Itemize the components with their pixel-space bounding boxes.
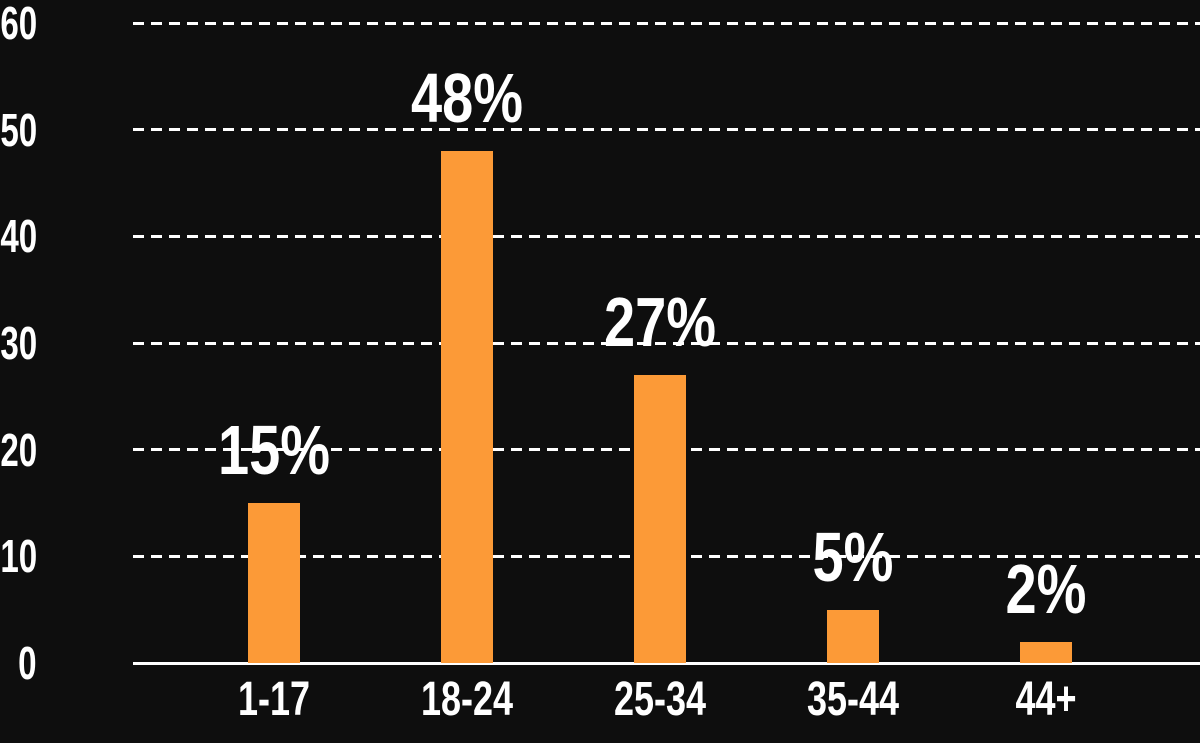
bar-value-label: 27% bbox=[603, 283, 717, 361]
x-tick-label: 1-17 bbox=[237, 673, 311, 726]
bar bbox=[1020, 641, 1072, 663]
bar bbox=[634, 375, 686, 663]
x-axis-line bbox=[133, 661, 1200, 665]
y-tick-label: 60 bbox=[0, 0, 37, 49]
y-tick-label: 0 bbox=[18, 637, 37, 689]
bar-value-label: 5% bbox=[812, 517, 894, 596]
gridline bbox=[133, 128, 1200, 132]
gridline bbox=[133, 21, 1200, 25]
bar-value-label: 15% bbox=[217, 411, 331, 489]
bar bbox=[248, 503, 300, 663]
x-tick-label: 25-34 bbox=[613, 673, 707, 726]
gridline bbox=[133, 341, 1200, 345]
x-tick-label: 35-44 bbox=[806, 673, 900, 726]
y-tick-label: 30 bbox=[0, 317, 37, 369]
bar bbox=[441, 151, 493, 663]
y-tick-label: 40 bbox=[0, 210, 37, 263]
bar-value-label: 2% bbox=[1005, 549, 1087, 628]
bar-value-label: 48% bbox=[410, 59, 524, 137]
y-tick-label: 20 bbox=[0, 423, 37, 476]
plot-area: 15% 1-17 48% 18-24 27% 25-34 5% 35-44 2% 44+ bbox=[133, 21, 1200, 724]
x-tick-label: 44+ bbox=[1015, 673, 1077, 726]
gridline bbox=[133, 234, 1200, 238]
x-tick-label: 18-24 bbox=[420, 673, 514, 726]
y-axis: 0 10 20 30 40 50 60 bbox=[0, 0, 37, 743]
bar bbox=[827, 609, 879, 663]
y-tick-label: 10 bbox=[0, 530, 37, 583]
y-tick-label: 50 bbox=[0, 103, 37, 156]
